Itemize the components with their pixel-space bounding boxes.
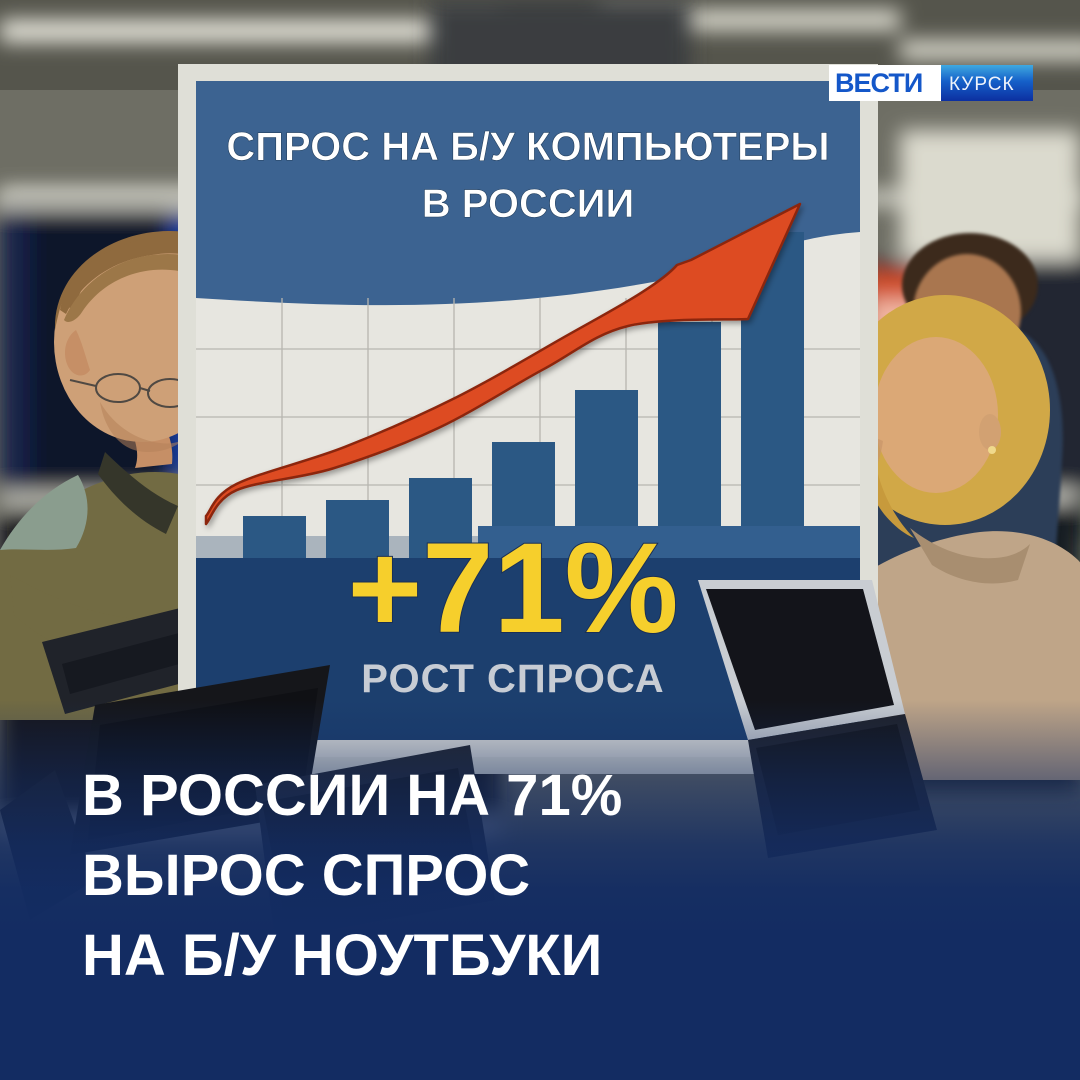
svg-text:КУРСК: КУРСК: [949, 74, 1015, 95]
svg-text:В РОССИИ: В РОССИИ: [422, 182, 635, 226]
svg-text:ВЕСТИ: ВЕСТИ: [835, 68, 922, 98]
svg-text:СПРОС НА Б/У КОМПЬЮТЕРЫ: СПРОС НА Б/У КОМПЬЮТЕРЫ: [226, 125, 829, 169]
